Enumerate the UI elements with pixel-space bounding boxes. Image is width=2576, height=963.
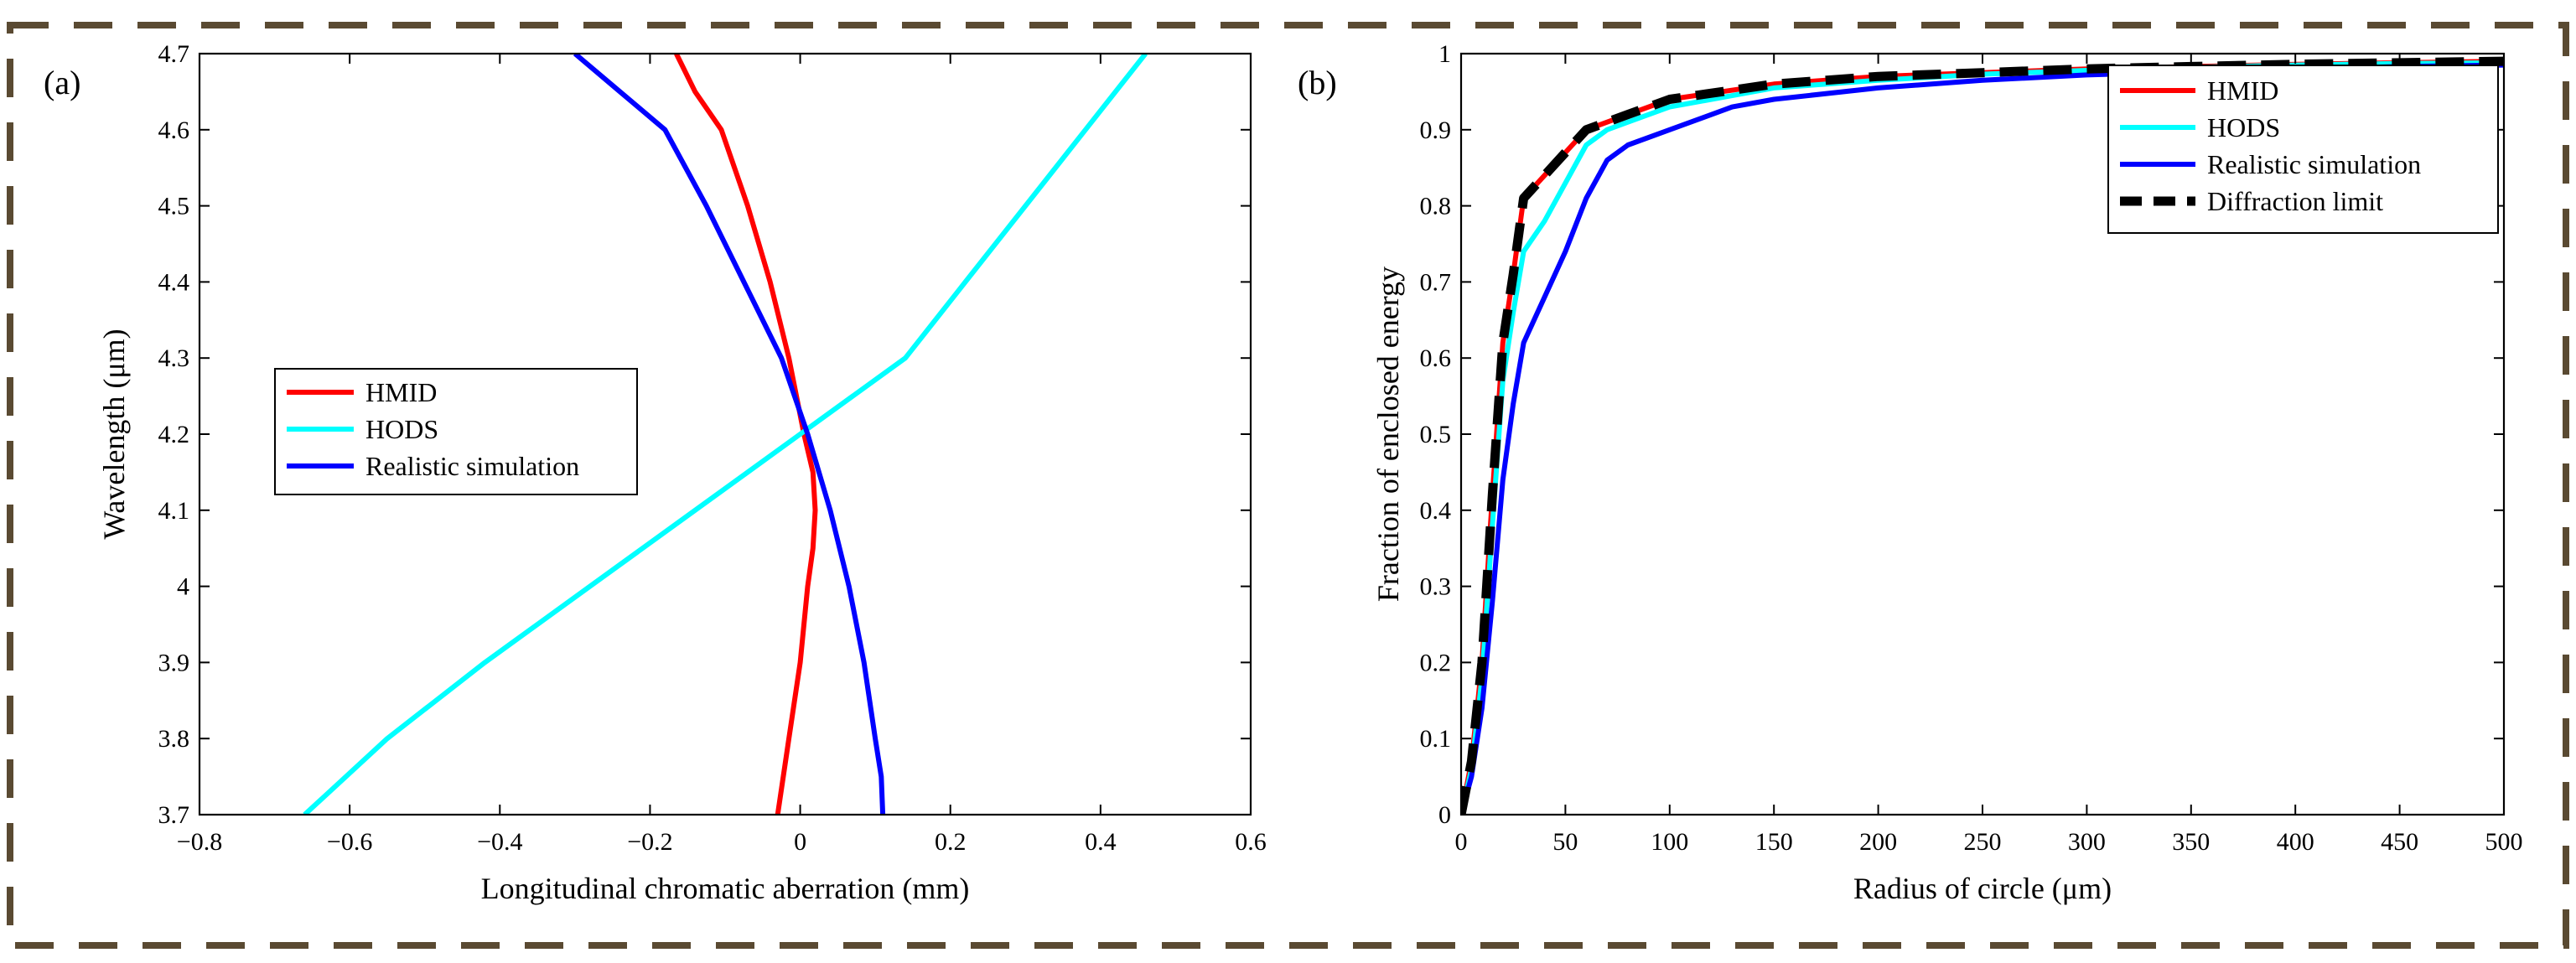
y-tick-label: 0: [1438, 801, 1451, 829]
legend-entry: Realistic simulation: [2207, 149, 2421, 179]
x-tick-label: 150: [1755, 828, 1793, 856]
x-tick-label: −0.4: [477, 828, 522, 856]
y-tick-label: 0.3: [1420, 573, 1452, 601]
x-tick-label: −0.2: [627, 828, 672, 856]
x-tick-label: 200: [1859, 828, 1897, 856]
legend-entry: HMID: [2207, 75, 2278, 106]
y-tick-label: 0.7: [1420, 268, 1452, 296]
y-tick-label: 4: [177, 573, 189, 601]
x-tick-label: 0.2: [935, 828, 967, 856]
y-tick-label: 4.3: [158, 344, 190, 372]
x-tick-label: 50: [1552, 828, 1578, 856]
legend-entry: Diffraction limit: [2207, 186, 2383, 216]
series-line-hods: [303, 54, 1148, 815]
x-tick-label: 250: [1964, 828, 2002, 856]
x-tick-label: −0.6: [327, 828, 372, 856]
y-tick-label: 0.1: [1420, 725, 1452, 753]
y-tick-label: 4.6: [158, 116, 190, 144]
panel-label: (a): [44, 64, 80, 101]
series-line-hmid: [674, 54, 818, 815]
x-tick-label: 350: [2172, 828, 2210, 856]
chart-panel-b: (b) 0 50 100 150 200 250 300 350 400 450 500 0 0.1 0.2…: [1298, 40, 2523, 905]
y-tick-label: 4.7: [158, 40, 190, 68]
x-tick-label: −0.8: [177, 828, 222, 856]
y-tick-label: 0.5: [1420, 421, 1452, 448]
y-tick-label: 0.9: [1420, 116, 1452, 144]
y-axis-title: Wavelength (μm): [97, 329, 131, 539]
x-tick-label: 300: [2068, 828, 2106, 856]
legend: HMID HODS Realistic simulation Diffraction …: [2107, 65, 2499, 234]
x-tick-label: 100: [1651, 828, 1688, 856]
dashed-frame-border: [7, 22, 2569, 949]
y-tick-label: 0.8: [1420, 193, 1452, 220]
legend-entry: HMID: [365, 377, 437, 407]
y-tick-label: 3.7: [158, 801, 190, 829]
legend-entry: HODS: [2207, 112, 2280, 142]
y-axis-title: Fraction of enclosed energy: [1371, 267, 1405, 602]
y-tick-label: 0.4: [1420, 497, 1452, 525]
series-line-realistic-simulation: [573, 54, 886, 815]
panel-label: (b): [1298, 64, 1337, 101]
x-axis-title: Longitudinal chromatic aberration (mm): [481, 872, 970, 905]
y-tick-label: 4.4: [158, 268, 190, 296]
y-tick-label: 4.5: [158, 193, 190, 220]
y-tick-label: 4.1: [158, 497, 190, 525]
x-tick-label: 450: [2381, 828, 2418, 856]
y-tick-label: 4.2: [158, 421, 190, 448]
x-tick-label: 0: [794, 828, 806, 856]
x-tick-label: 0.6: [1235, 828, 1267, 856]
y-tick-label: 3.9: [158, 649, 190, 676]
x-tick-label: 0: [1455, 828, 1468, 856]
x-tick-label: 500: [2485, 828, 2523, 856]
y-tick-label: 0.2: [1420, 649, 1452, 676]
y-tick-label: 1: [1438, 40, 1451, 68]
y-tick-label: 0.6: [1420, 344, 1452, 372]
legend-entry: HODS: [365, 414, 438, 444]
x-tick-label: 400: [2277, 828, 2314, 856]
x-axis-title: Radius of circle (μm): [1853, 872, 2112, 905]
y-tick-label: 3.8: [158, 725, 190, 753]
legend-entry: Realistic simulation: [365, 451, 579, 481]
x-tick-label: 0.4: [1085, 828, 1117, 856]
chart-panel-a: (a) −0.8 −0.6 −0.4 −0.2 0 0.2 0.4 0.6 3.7 3.8 3.9 4 4…: [44, 40, 1267, 905]
legend: HMID HODS Realistic simulation: [274, 368, 638, 495]
